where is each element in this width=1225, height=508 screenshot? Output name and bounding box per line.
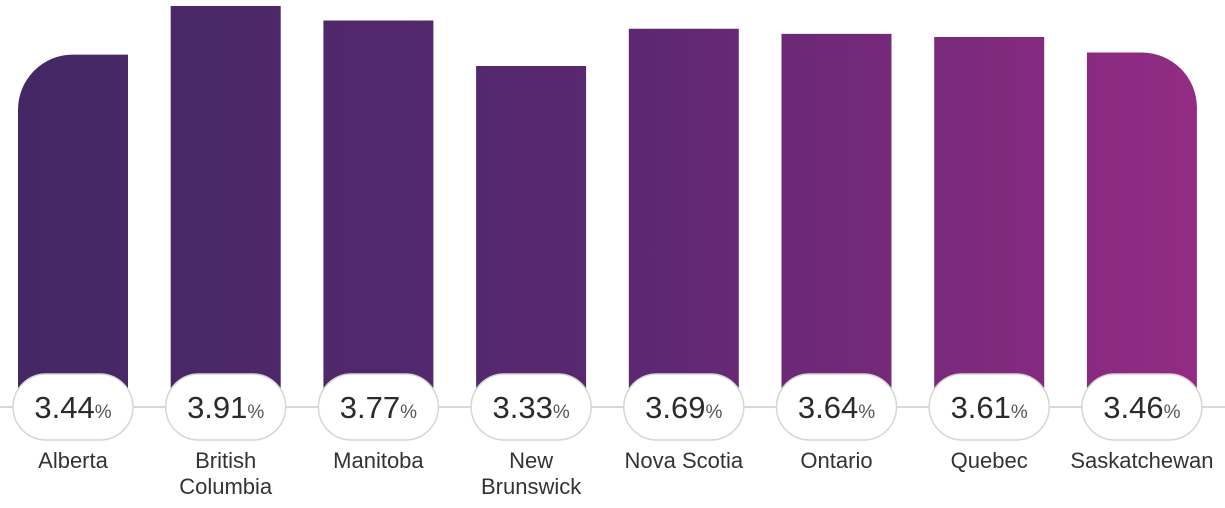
bars-layer xyxy=(18,6,1197,411)
bar-7 xyxy=(1086,52,1197,410)
value-number: 3.61 xyxy=(951,390,1011,425)
bar-3 xyxy=(476,66,587,410)
value-label-0: 3.44% xyxy=(34,390,111,425)
value-pill-1 xyxy=(164,373,287,441)
value-number: 3.69 xyxy=(645,390,705,425)
bar-6 xyxy=(934,37,1045,410)
value-unit: % xyxy=(400,402,417,423)
category-label-6: Quebec xyxy=(951,448,1028,473)
value-unit: % xyxy=(1164,402,1181,423)
value-label-5: 3.64% xyxy=(798,390,875,425)
value-number: 3.46 xyxy=(1103,390,1163,425)
category-label-0: Alberta xyxy=(38,448,108,473)
category-label-1: British Columbia xyxy=(179,448,273,499)
bar-5 xyxy=(781,33,892,411)
value-label-1: 3.91% xyxy=(187,390,264,425)
value-unit: % xyxy=(1011,402,1028,423)
value-label-4: 3.69% xyxy=(645,390,722,425)
value-number: 3.33 xyxy=(492,390,552,425)
value-unit: % xyxy=(706,402,723,423)
value-label-7: 3.46% xyxy=(1103,390,1180,425)
category-label-5: Ontario xyxy=(800,448,872,473)
value-number: 3.77 xyxy=(340,390,400,425)
bar-4 xyxy=(628,28,739,411)
value-label-6: 3.61% xyxy=(951,390,1028,425)
value-label-3: 3.33% xyxy=(492,390,569,425)
value-pill-2 xyxy=(317,373,440,441)
category-label-3: New Brunswick xyxy=(481,448,582,499)
bar-1 xyxy=(170,6,281,410)
bar-0 xyxy=(18,54,128,410)
value-unit: % xyxy=(858,402,875,423)
value-label-2: 3.77% xyxy=(340,390,417,425)
category-label-4: Nova Scotia xyxy=(624,448,743,473)
value-pill-6 xyxy=(928,373,1050,441)
value-number: 3.44 xyxy=(34,390,94,425)
value-unit: % xyxy=(247,402,264,423)
category-label-2: Manitoba xyxy=(333,448,424,473)
value-number: 3.64 xyxy=(798,390,858,425)
category-label-7: Saskatchewan xyxy=(1070,448,1213,473)
value-pill-3 xyxy=(470,373,592,441)
value-unit: % xyxy=(95,402,112,423)
category-labels-layer: Alberta British Columbia Manitoba New Brunswi… xyxy=(38,448,1213,499)
value-pill-4 xyxy=(623,373,745,441)
bar-2 xyxy=(323,20,434,411)
value-labels-layer: 3.44% 3.91% 3.77% 3.33% 3.69% 3.64% 3.61% 3.46% xyxy=(12,373,1203,441)
value-pill-7 xyxy=(1081,373,1203,441)
value-unit: % xyxy=(553,402,570,423)
value-number: 3.91 xyxy=(187,390,247,425)
value-pill-5 xyxy=(775,373,898,441)
value-pill-0 xyxy=(12,373,134,441)
